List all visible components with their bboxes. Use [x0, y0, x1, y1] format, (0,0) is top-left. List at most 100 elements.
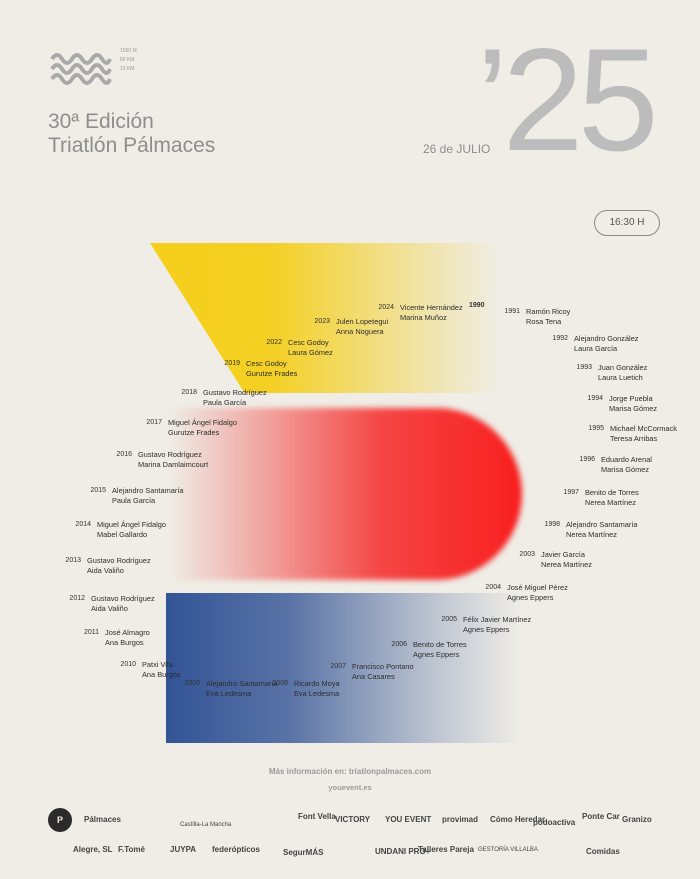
winner-male: Gustavo Rodríguez: [87, 556, 151, 565]
winner-year: 2024: [378, 304, 394, 311]
winner-year: 2010: [120, 661, 136, 668]
winner-year: 2014: [75, 521, 91, 528]
winner-entry: 2018 Gustavo Rodríguez Paula García: [181, 388, 266, 408]
winner-year: 2008: [272, 680, 288, 687]
sponsor-logo: Alegre, SL: [73, 845, 113, 854]
more-info-text[interactable]: Más información en: triatlonpalmaces.com: [268, 767, 432, 776]
winner-entry: 2015 Alejandro Santamaría Paula García: [90, 486, 184, 506]
winner-entry: 1991 Ramón Ricoy Rosa Tena: [504, 307, 571, 327]
sponsor-logo: Ponte Car: [582, 812, 620, 821]
winner-female: Aida Valiño: [87, 566, 124, 575]
red-band: [170, 408, 522, 580]
organizer-web[interactable]: youevent.es: [328, 783, 372, 792]
winner-year: 1992: [552, 335, 568, 342]
winner-entry: 1994 Jorge Puebla Marisa Gómez: [587, 394, 657, 414]
distance-run: 12 KM: [120, 66, 135, 72]
sponsor-logo: Cómo Heredar: [490, 815, 546, 824]
sponsor-logo: provimad: [442, 815, 479, 824]
winner-year: 2007: [330, 663, 346, 670]
winner-entry: 2003 Javier García Nerea Martínez: [519, 550, 592, 570]
sponsor-logo: SegurMÁS: [283, 848, 324, 857]
winner-year: 2022: [266, 339, 282, 346]
winner-male: Ramón Ricoy: [526, 307, 571, 316]
winner-female: Laura Gómez: [288, 348, 333, 357]
winner-female: Marisa Gómez: [601, 465, 650, 474]
triathlon-logo-icon: [50, 53, 112, 85]
winner-female: Gurutze Frades: [246, 369, 298, 378]
winner-female: Ana Burgos: [142, 670, 181, 679]
winner-year: 1995: [588, 425, 604, 432]
winner-year: 2011: [83, 629, 99, 636]
winner-male: Alejandro Santamaría: [112, 486, 184, 495]
winner-male: Eduardo Arenal: [601, 455, 652, 464]
winner-entry: 2006 Benito de Torres Agnes Eppers: [391, 640, 467, 660]
winner-year: 2016: [116, 451, 132, 458]
winner-male: Francisco Pontano: [352, 662, 414, 671]
winner-year: 2023: [314, 318, 330, 325]
sponsor-logo: Granizo: [622, 815, 652, 824]
sponsor-logo: Pálmaces: [84, 815, 121, 824]
edition-label: 30ª Edición: [48, 110, 154, 133]
winner-male: Miguel Ángel Fidalgo: [168, 418, 238, 427]
winner-entry: 1998 Alejandro Santamaría Nerea Martínez: [544, 520, 637, 540]
event-title: Triatlón Pálmaces: [48, 134, 216, 157]
winner-female: Laura García: [574, 344, 618, 353]
winner-female: Agnes Eppers: [463, 625, 510, 634]
winner-entry: 1990: [469, 300, 485, 311]
distance-swim: 1500 M: [120, 48, 137, 54]
winner-female: Anna Noguera: [336, 327, 384, 336]
winner-year: 2018: [181, 389, 197, 396]
winner-year: 1994: [587, 395, 603, 402]
winner-entry: 2005 Félix Javier Martínez Agnes Eppers: [441, 615, 531, 635]
sponsor-logo: Font Vella: [298, 812, 336, 821]
winner-female: Mabel Gallardo: [97, 530, 148, 539]
winner-male: Vicente Hernández: [400, 303, 463, 312]
winner-male: Ricardo Moya: [294, 679, 340, 688]
winner-male: Patxi Vila: [142, 660, 173, 669]
winner-male: Michael McCormack: [610, 424, 677, 433]
winner-female: Eva Ledesma: [206, 689, 252, 698]
winner-female: Agnes Eppers: [507, 593, 554, 602]
winner-male: Gustavo Rodríguez: [91, 594, 155, 603]
winner-year: 2003: [519, 551, 535, 558]
sponsor-logo: Comidas: [586, 847, 620, 856]
winner-female: Laura Luetich: [598, 373, 643, 382]
sponsor-logo: podoactiva: [533, 818, 576, 827]
winner-year: 1991: [504, 308, 520, 315]
winner-male: Alejandro Santamaría: [206, 679, 278, 688]
winner-entry: 2013 Gustavo Rodríguez Aida Valiño: [65, 556, 151, 576]
event-date: 26 de JULIO: [423, 142, 491, 156]
winner-entry: 2014 Miguel Ángel Fidalgo Mabel Gallardo: [75, 520, 166, 540]
winner-male: Juan González: [598, 363, 648, 372]
winner-entry: 2023 Julen Lopetegui Anna Noguera: [314, 317, 388, 337]
winner-year: 2015: [90, 487, 106, 494]
winner-female: Rosa Tena: [526, 317, 562, 326]
winner-entry: 2004 José Miguel Pérez Agnes Eppers: [485, 583, 568, 603]
winner-female: Marina Muñoz: [400, 313, 447, 322]
winner-female: Eva Ledesma: [294, 689, 340, 698]
winner-female: Nerea Martínez: [566, 530, 617, 539]
edition-heading: 30ª Edición Triatlón Pálmaces: [48, 110, 215, 158]
winner-entry: 1993 Juan González Laura Luetich: [576, 363, 648, 383]
winner-male: Cesc Godoy: [288, 338, 329, 347]
sponsor-logo: JUYPA: [170, 845, 197, 854]
winner-male: Alejandro González: [574, 334, 639, 343]
winner-male: José Miguel Pérez: [507, 583, 568, 592]
winner-entry: 2007 Francisco Pontano Ana Casares: [330, 662, 414, 682]
winner-male: Jorge Puebla: [609, 394, 653, 403]
winner-entry: 2011 José Almagro Ana Burgos: [84, 628, 150, 648]
winner-female: Paula García: [203, 398, 247, 407]
winner-year: 1993: [576, 364, 592, 371]
big-year: ’25: [476, 18, 659, 181]
blue-band: [166, 593, 522, 743]
sponsor-logo: Talleres Pareja: [418, 845, 474, 854]
winner-entry: 2017 Miguel Ángel Fidalgo Gurutze Frades: [146, 418, 238, 438]
winner-female: Ana Casares: [352, 672, 395, 681]
winner-female: Nerea Martínez: [541, 560, 592, 569]
winner-entry: 2019 Cesc Godoy Gurutze Frades: [224, 359, 298, 379]
winner-male: Benito de Torres: [413, 640, 467, 649]
winner-male: Gustavo Rodríguez: [138, 450, 202, 459]
winner-female: Aida Valiño: [91, 604, 128, 613]
start-time-badge: 16:30 H: [594, 210, 660, 236]
